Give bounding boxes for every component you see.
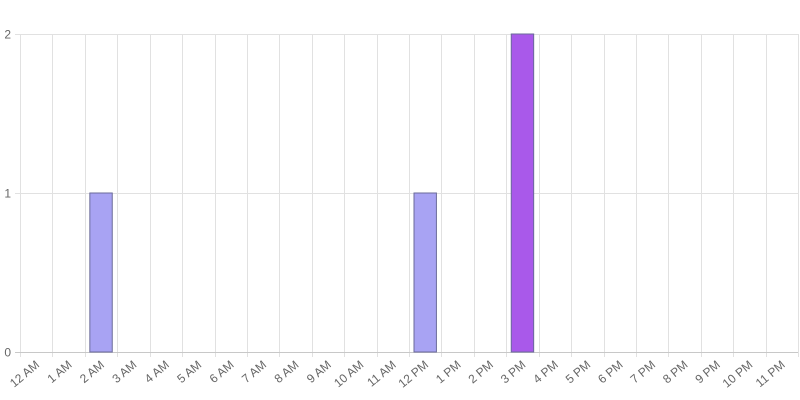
x-tick-label: 8 AM [272, 358, 302, 386]
x-tick-label: 9 AM [304, 358, 334, 386]
x-tick-label: 10 AM [331, 358, 366, 391]
x-tick-label: 12 AM [7, 358, 42, 391]
x-tick-label: 6 AM [207, 358, 237, 386]
bar-2-am [89, 192, 113, 353]
bar-3-pm [510, 33, 535, 353]
x-tick-label: 4 AM [142, 358, 172, 386]
grid-layer [15, 34, 799, 357]
x-tick-label: 7 PM [628, 358, 658, 387]
bar-12-pm [413, 192, 437, 353]
x-tick-label: 10 PM [720, 358, 756, 391]
x-tick-label: 8 PM [660, 358, 690, 387]
x-tick-label: 12 PM [396, 358, 432, 391]
x-tick-label: 3 PM [498, 358, 528, 387]
x-tick-label: 2 PM [466, 358, 496, 387]
x-tick-label: 5 PM [563, 358, 593, 387]
y-tick-label: 1 [4, 187, 11, 201]
x-tick-label: 11 PM [753, 358, 788, 390]
x-tick-label: 3 AM [109, 358, 139, 386]
x-tick-label: 1 PM [433, 358, 463, 387]
x-tick-label: 7 AM [239, 358, 269, 386]
x-tick-label: 6 PM [595, 358, 625, 387]
bar-layer [89, 33, 535, 353]
y-tick-label: 2 [4, 28, 11, 42]
y-axis-ticks: 0 1 2 [4, 28, 11, 360]
x-tick-label: 4 PM [530, 358, 560, 387]
x-axis-ticks: 12 AM 1 AM 2 AM 3 AM 4 AM 5 AM 6 AM 7 AM 8 AM 9 A… [7, 358, 788, 391]
x-tick-label: 9 PM [692, 358, 722, 387]
x-tick-label: 2 AM [77, 358, 107, 386]
y-tick-label: 0 [4, 346, 11, 360]
x-tick-label: 1 AM [45, 358, 75, 386]
x-tick-label: 11 AM [364, 358, 398, 390]
x-tick-label: 5 AM [174, 358, 204, 386]
